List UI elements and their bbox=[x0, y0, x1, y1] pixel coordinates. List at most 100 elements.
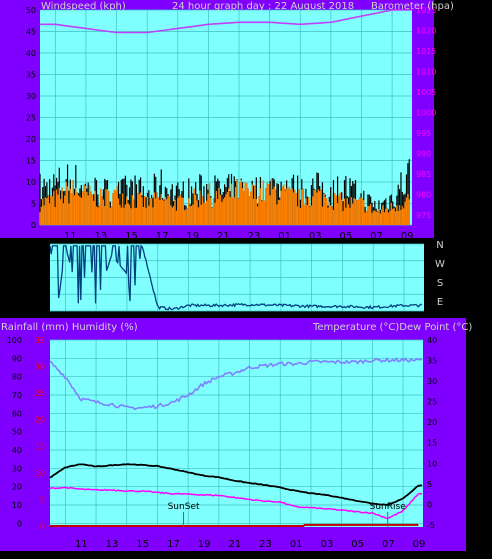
temperature-tick-label: 35 bbox=[427, 357, 437, 366]
rainfall-tick-label: 25 bbox=[35, 389, 45, 398]
humidity-tick-label: 50 bbox=[12, 428, 22, 437]
humidity-tick-label: 100 bbox=[7, 336, 22, 345]
temperature-tick-label: 25 bbox=[427, 398, 437, 407]
temperature-tick-label: 15 bbox=[427, 439, 437, 448]
windspeed-tick-label: 5 bbox=[31, 200, 36, 209]
hour-tick-label: 09 bbox=[413, 539, 426, 550]
windspeed-tick-label: 10 bbox=[26, 178, 36, 187]
hour-tick-label: 19 bbox=[198, 539, 211, 550]
windspeed-tick-label: 35 bbox=[26, 71, 36, 80]
humidity-tick-label: 40 bbox=[12, 446, 22, 455]
temp-humidity-plot-area bbox=[50, 340, 423, 527]
temperature-tick-label: 30 bbox=[427, 377, 437, 386]
humidity-tick-label: 10 bbox=[12, 501, 22, 510]
humidity-tick-label: 80 bbox=[12, 373, 22, 382]
humidity-line bbox=[49, 357, 423, 411]
temperature-tick-label: 20 bbox=[427, 418, 437, 427]
hour-tick-label: 19 bbox=[186, 231, 199, 242]
humidity-tick-label: 20 bbox=[12, 483, 22, 492]
barometer-line bbox=[40, 9, 412, 34]
humidity-tick-label: 30 bbox=[12, 464, 22, 473]
compass-label: N bbox=[436, 240, 443, 251]
rainfall-tick-label: 15 bbox=[35, 442, 45, 451]
sunset-annotation: SunSet bbox=[168, 502, 200, 512]
hour-tick-label: 15 bbox=[136, 539, 149, 550]
rainfall-tick-label: 10 bbox=[35, 469, 45, 478]
hour-tick-label: 21 bbox=[228, 539, 241, 550]
hour-tick-label: 01 bbox=[290, 539, 303, 550]
windspeed-axis-title: Windspeed (kph) bbox=[41, 1, 126, 12]
compass-label: W bbox=[435, 259, 445, 270]
windspeed-tick-label: 15 bbox=[26, 157, 36, 166]
graph-day-title: 24 hour graph day : 22 August 2018 bbox=[172, 1, 354, 12]
barometer-tick-label: 985 bbox=[416, 170, 431, 179]
windspeed-tick-label: 40 bbox=[26, 49, 36, 58]
rainfall-tick-label: 5 bbox=[40, 495, 45, 504]
hour-tick-label: 17 bbox=[156, 231, 169, 242]
barometer-tick-label: 1015 bbox=[416, 47, 436, 56]
hour-tick-label: 09 bbox=[401, 231, 414, 242]
rain-humidity-axis-title: Rainfall (mm) Humidity (%) bbox=[1, 322, 138, 333]
hour-tick-label: 11 bbox=[75, 539, 88, 550]
wind-direction-line bbox=[49, 244, 423, 311]
rainfall-tick-label: 20 bbox=[35, 416, 45, 425]
hour-tick-label: 23 bbox=[259, 539, 272, 550]
hour-tick-label: 07 bbox=[370, 231, 383, 242]
hour-tick-label: 03 bbox=[321, 539, 334, 550]
barometer-axis-title: Barometer (hpa) bbox=[371, 1, 454, 12]
tick-labels: 0510152025303540455097598098599099510001… bbox=[7, 6, 445, 550]
windspeed-tick-label: 20 bbox=[26, 135, 36, 144]
hour-tick-label: 03 bbox=[309, 231, 322, 242]
temperature-tick-label: 40 bbox=[427, 336, 437, 345]
hour-tick-label: 23 bbox=[248, 231, 261, 242]
direction-tick-label: 270 bbox=[34, 258, 47, 266]
barometer-tick-label: 995 bbox=[416, 129, 431, 138]
temperature-tick-label: 0 bbox=[427, 500, 432, 509]
hour-tick-label: 05 bbox=[351, 539, 364, 550]
compass-label: S bbox=[437, 278, 443, 289]
hour-tick-label: 15 bbox=[125, 231, 138, 242]
windspeed-tick-label: 30 bbox=[26, 92, 36, 101]
hour-tick-label: 07 bbox=[382, 539, 395, 550]
direction-tick-label: 0 bbox=[43, 308, 47, 316]
barometer-tick-label: 1000 bbox=[416, 108, 436, 117]
windspeed-tick-label: 45 bbox=[26, 28, 36, 37]
rainfall-tick-label: 35 bbox=[35, 336, 45, 345]
hour-tick-label: 17 bbox=[167, 539, 180, 550]
barometer-tick-label: 990 bbox=[416, 149, 431, 158]
hour-tick-label: 05 bbox=[339, 231, 352, 242]
compass-label: E bbox=[437, 297, 443, 308]
direction-tick-label: 180 bbox=[34, 275, 47, 283]
barometer-tick-label: 1025 bbox=[416, 6, 436, 15]
windspeed-tick-label: 0 bbox=[31, 221, 36, 230]
humidity-tick-label: 90 bbox=[12, 354, 22, 363]
rainfall-tick-label: 0 bbox=[40, 522, 45, 531]
windspeed-tick-label: 25 bbox=[26, 114, 36, 123]
dewpoint-line bbox=[49, 486, 423, 520]
gridlines bbox=[40, 9, 424, 527]
direction-tick-label: 90 bbox=[38, 291, 47, 299]
barometer-tick-label: 1010 bbox=[416, 67, 436, 76]
humidity-tick-label: 60 bbox=[12, 409, 22, 418]
rainfall-tick-label: 30 bbox=[35, 363, 45, 372]
sunrise-annotation: SunRise bbox=[370, 502, 407, 512]
temp-dewpoint-axis-title: Temperature (°C)Dew Point (°C) bbox=[312, 322, 472, 333]
barometer-tick-label: 1020 bbox=[416, 26, 436, 35]
barometer-tick-label: 975 bbox=[416, 211, 431, 220]
temperature-tick-label: 10 bbox=[427, 459, 437, 468]
hour-tick-label: 11 bbox=[64, 231, 77, 242]
direction-tick-label: 360 bbox=[34, 241, 47, 249]
hour-tick-label: 13 bbox=[106, 539, 119, 550]
hour-tick-label: 21 bbox=[217, 231, 230, 242]
windspeed-tick-label: 50 bbox=[26, 6, 36, 15]
humidity-tick-label: 70 bbox=[12, 391, 22, 400]
temperature-tick-label: 5 bbox=[427, 480, 432, 489]
temperature-tick-label: -5 bbox=[427, 521, 435, 530]
barometer-tick-label: 1005 bbox=[416, 88, 436, 97]
hour-tick-label: 01 bbox=[278, 231, 291, 242]
temperature-line bbox=[49, 463, 423, 506]
barometer-tick-label: 980 bbox=[416, 190, 431, 199]
rainfall-line bbox=[50, 523, 419, 527]
